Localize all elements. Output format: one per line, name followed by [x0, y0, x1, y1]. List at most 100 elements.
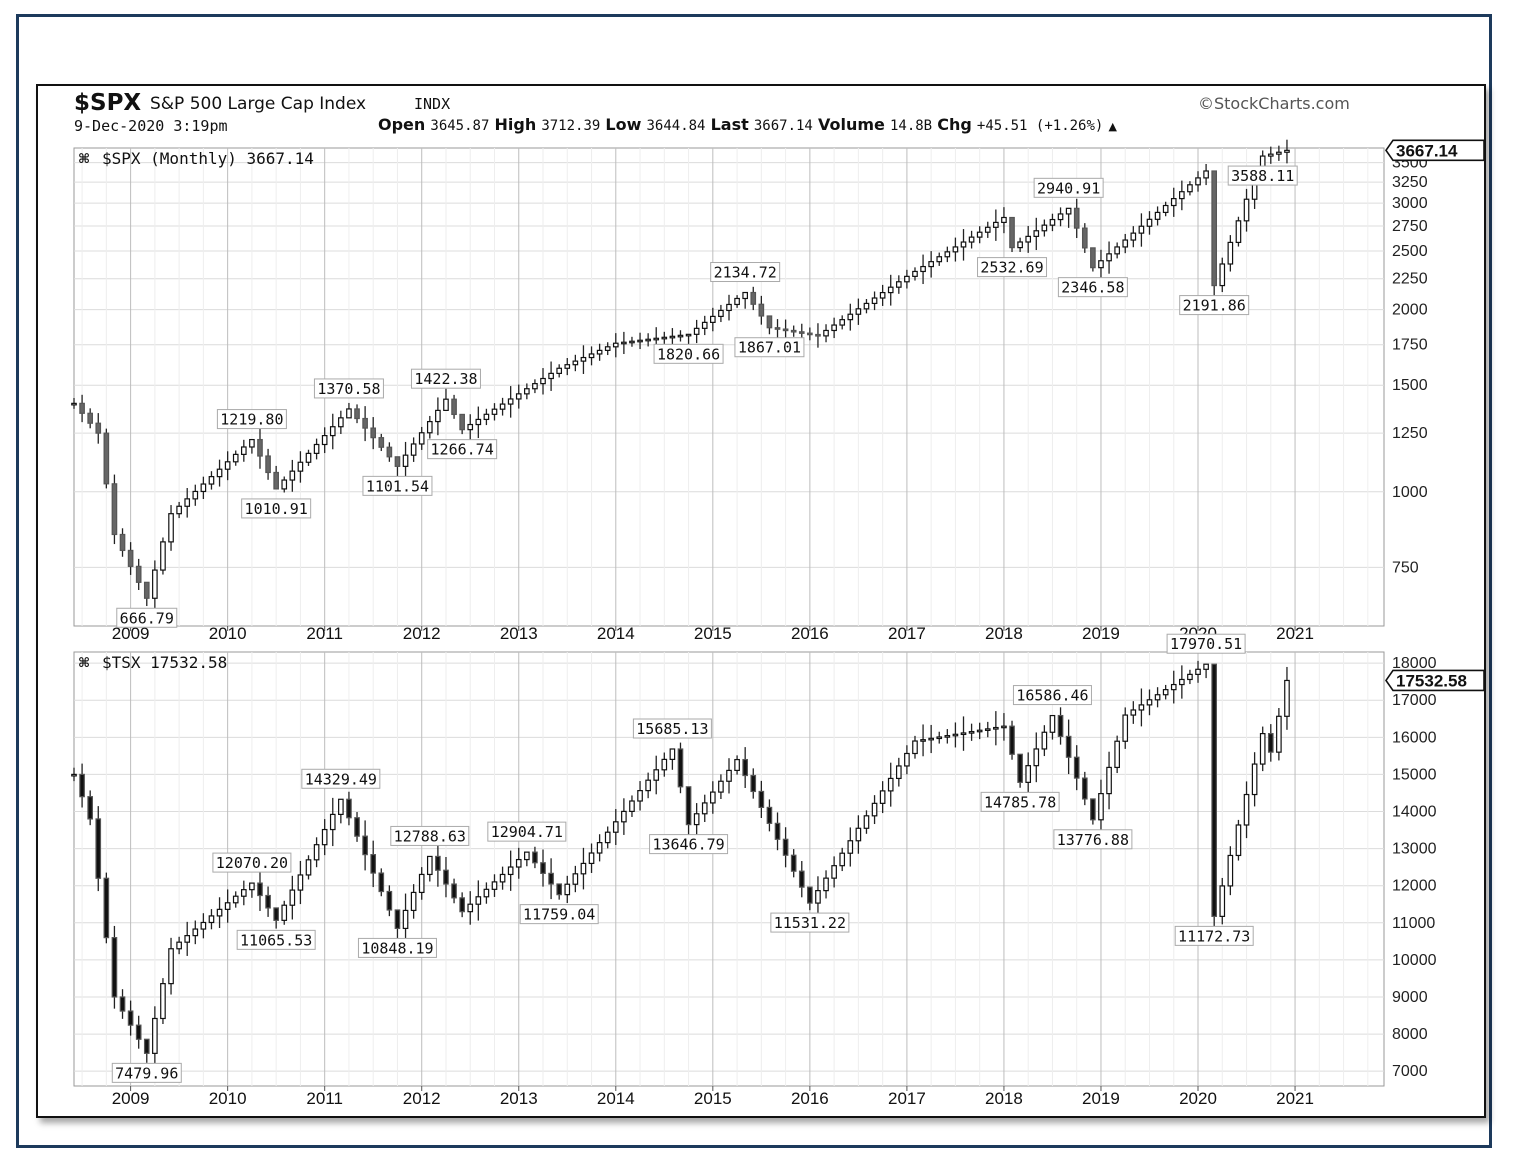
candle-body: [548, 872, 554, 885]
candle-body: [540, 862, 546, 874]
candle-body: [1284, 149, 1290, 153]
annotation: 16586.46: [1012, 685, 1092, 706]
candle-body: [394, 456, 401, 467]
annotation-box: [1227, 165, 1298, 186]
candle-body: [782, 328, 789, 332]
candle-body: [281, 904, 288, 921]
candle-body: [750, 291, 757, 305]
x-tick-label: 2017: [888, 1089, 926, 1108]
candle-body: [1146, 218, 1153, 227]
annotation-box: [1057, 277, 1128, 298]
candle-body: [669, 335, 676, 339]
candle-body: [863, 815, 870, 829]
annotation: 1219.80: [216, 409, 287, 430]
y-tick-label: 2750: [1392, 218, 1428, 235]
y-tick-label: 10000: [1392, 952, 1437, 969]
candle-body: [1009, 725, 1015, 755]
candle-body: [232, 895, 239, 904]
candle-body: [216, 468, 223, 478]
y-tick-label: 750: [1392, 559, 1419, 576]
open-label: Open: [378, 115, 426, 134]
candle-body: [645, 779, 651, 792]
candle-body: [176, 941, 182, 950]
candle-body: [993, 221, 999, 228]
candle-body: [418, 873, 425, 894]
open-value: 3645.87: [430, 118, 490, 134]
candle-body: [920, 739, 926, 742]
annotation-label: 11172.73: [1178, 927, 1250, 945]
candle-body: [968, 236, 975, 243]
candle-body: [782, 838, 789, 856]
candle-body: [847, 313, 854, 321]
candle-body: [1041, 731, 1048, 750]
last-value: 3667.14: [753, 118, 813, 134]
annotation-box: [653, 343, 724, 364]
annotation: 12070.20: [212, 852, 292, 873]
candle-body: [119, 996, 126, 1012]
y-tick-label: 16000: [1392, 729, 1437, 746]
annotation-box: [1174, 925, 1254, 946]
candle-body: [960, 241, 967, 248]
annotation-label: 12904.71: [491, 823, 563, 841]
annotation-label: 1867.01: [738, 339, 801, 357]
annotation: 1422.38: [410, 368, 481, 389]
candle-body: [1170, 683, 1177, 691]
candle-body: [1049, 714, 1056, 733]
candle-body: [637, 790, 643, 802]
candle-body: [1146, 699, 1153, 706]
candle-body: [823, 329, 829, 337]
candle-body: [1130, 709, 1137, 716]
candle-body: [1259, 733, 1266, 765]
candle-body: [79, 402, 85, 414]
candle-body: [1098, 260, 1104, 269]
candle-body: [483, 888, 490, 898]
candle-body: [1001, 216, 1007, 224]
candle-body: [103, 877, 110, 939]
annotation: 11065.53: [236, 929, 316, 950]
candle-body: [1227, 241, 1234, 265]
last-label: Last: [710, 115, 749, 134]
y-tick-label: 7000: [1392, 1063, 1428, 1080]
annotation-box: [357, 937, 437, 958]
candle-body: [742, 758, 748, 777]
candle-body: [257, 882, 263, 897]
candle-body: [1243, 793, 1250, 826]
candle-body: [887, 777, 894, 792]
annotation-label: 2940.91: [1037, 179, 1100, 197]
candle-body: [1170, 198, 1177, 207]
annotation-box: [216, 409, 287, 430]
candle-body: [1122, 239, 1129, 248]
candle-body: [1130, 232, 1137, 241]
x-tick-label: 2021: [1276, 624, 1314, 643]
candle-body: [588, 852, 595, 865]
candle-body: [362, 835, 368, 856]
candle-body: [160, 541, 166, 571]
last-value-flag: 17532.58: [1385, 669, 1484, 692]
candle-body: [208, 915, 215, 924]
candle-body: [718, 780, 724, 793]
candle-body: [685, 786, 692, 826]
candle-body: [426, 855, 433, 876]
candle-body: [103, 432, 110, 485]
candle-body: [224, 902, 231, 910]
candle-body: [879, 790, 886, 804]
candle-body: [249, 438, 255, 448]
candle-body: [823, 877, 829, 892]
candle-body: [507, 866, 514, 876]
candle-body: [1025, 765, 1032, 783]
high-label: High: [494, 115, 537, 134]
last-value-box: [1385, 139, 1484, 162]
candle-body: [1073, 756, 1080, 779]
candle-body: [499, 873, 506, 883]
candle-body: [1065, 207, 1072, 215]
y-tick-label: 15000: [1392, 766, 1437, 783]
candle-body: [418, 432, 425, 445]
candle-body: [564, 364, 571, 369]
candle-body: [984, 226, 991, 233]
candle-body: [135, 1024, 142, 1040]
annotation: 2532.69: [977, 257, 1048, 278]
candle-body: [346, 798, 352, 819]
candle-body: [742, 291, 748, 300]
candles: [71, 139, 1290, 609]
candle-body: [1154, 211, 1161, 220]
